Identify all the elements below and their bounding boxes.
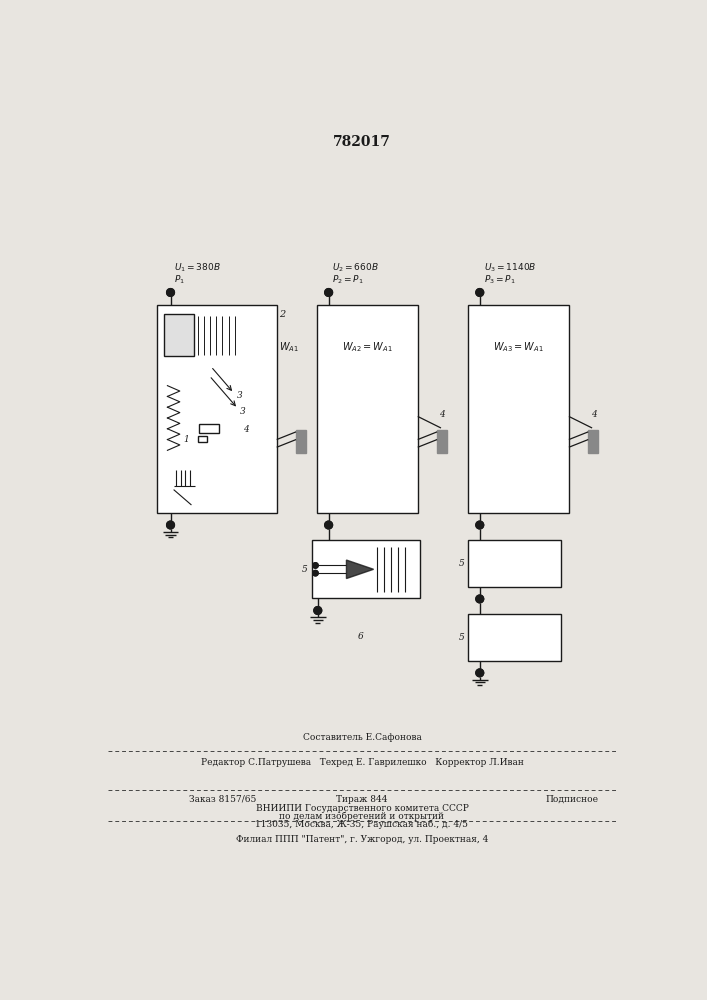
Text: 5: 5: [302, 565, 308, 574]
Text: $P_1$: $P_1$: [175, 274, 185, 286]
Text: $P_3=P_1$: $P_3=P_1$: [484, 274, 515, 286]
Text: $U_3=1140B$: $U_3=1140B$: [484, 262, 536, 274]
Text: 5: 5: [459, 559, 464, 568]
Bar: [312, 540, 420, 598]
Circle shape: [325, 289, 332, 296]
Circle shape: [167, 289, 175, 296]
Text: 4: 4: [590, 410, 596, 419]
Polygon shape: [346, 560, 373, 579]
Text: 6: 6: [358, 632, 363, 641]
Text: ВНИИПИ Государственного комитета СССР: ВНИИПИ Государственного комитета СССР: [255, 804, 469, 813]
Text: $P_2=P_1$: $P_2=P_1$: [332, 274, 364, 286]
Text: $U_2=660B$: $U_2=660B$: [332, 262, 379, 274]
Bar: [468, 305, 569, 513]
Text: 3: 3: [240, 407, 246, 416]
Bar: [468, 540, 561, 587]
Circle shape: [312, 570, 318, 576]
Text: Филиал ППП "Патент", г. Ужгород, ул. Проектная, 4: Филиал ППП "Патент", г. Ужгород, ул. Про…: [235, 835, 488, 844]
Circle shape: [167, 521, 175, 529]
Bar: [198, 436, 207, 442]
Text: $W_{A1}$: $W_{A1}$: [279, 340, 299, 354]
Circle shape: [314, 607, 322, 614]
Text: 1: 1: [184, 435, 189, 444]
Text: 4: 4: [243, 425, 249, 434]
Text: 782017: 782017: [333, 135, 391, 149]
Text: 113035, Москва, Ж-35, Раушская наб., д. 4/5: 113035, Москва, Ж-35, Раушская наб., д. …: [255, 819, 469, 829]
Text: Подписное: Подписное: [546, 795, 599, 804]
Text: $U_1=380B$: $U_1=380B$: [175, 262, 221, 274]
Text: Редактор С.Патрушева   Техред Е. Гаврилешко   Корректор Л.Иван: Редактор С.Патрушева Техред Е. Гаврилешк…: [201, 758, 523, 767]
Circle shape: [312, 563, 318, 568]
Text: 3: 3: [236, 391, 243, 400]
Text: Тираж 844: Тираж 844: [337, 795, 387, 804]
Text: 2: 2: [279, 310, 286, 319]
Bar: [317, 305, 418, 513]
Circle shape: [476, 521, 484, 529]
Polygon shape: [296, 430, 306, 453]
Bar: [468, 614, 561, 661]
Bar: [199, 424, 218, 433]
Circle shape: [325, 521, 332, 529]
Bar: [164, 314, 194, 356]
Text: 4: 4: [440, 410, 445, 419]
Text: Составитель Е.Сафонова: Составитель Е.Сафонова: [303, 733, 421, 742]
Text: 5: 5: [459, 633, 464, 642]
Text: Заказ 8157/65: Заказ 8157/65: [189, 795, 257, 804]
Circle shape: [476, 669, 484, 677]
Polygon shape: [437, 430, 448, 453]
Text: $W_{A2}=W_{A1}$: $W_{A2}=W_{A1}$: [342, 340, 393, 354]
Circle shape: [476, 289, 484, 296]
Circle shape: [476, 595, 484, 603]
Text: $W_{A3}=W_{A1}$: $W_{A3}=W_{A1}$: [493, 340, 544, 354]
Bar: [156, 305, 276, 513]
Text: по делам изобретений и открытий: по делам изобретений и открытий: [279, 811, 445, 821]
Polygon shape: [588, 430, 598, 453]
